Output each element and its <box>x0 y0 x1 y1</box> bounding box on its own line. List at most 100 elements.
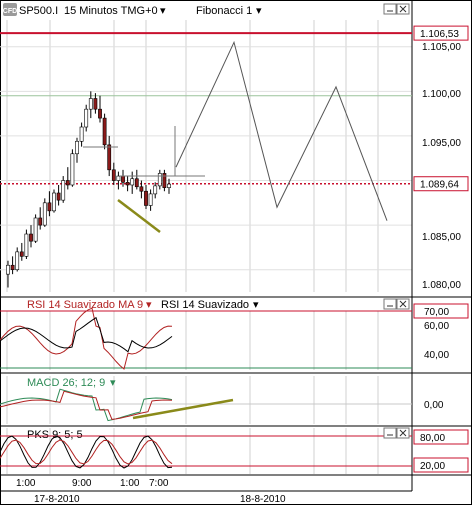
time-tick: 9:00 <box>72 478 92 489</box>
macd-title: MACD 26; 12; 9 <box>27 377 105 389</box>
svg-text:1.106,53: 1.106,53 <box>420 29 459 40</box>
time-tick: 7:00 <box>149 478 169 489</box>
divergence-line-price[interactable] <box>117 199 161 233</box>
candle-body <box>33 217 38 242</box>
candle-body <box>56 192 61 201</box>
rsi-title-2-dropdown-icon[interactable]: ▾ <box>253 299 259 311</box>
indicator-dropdown-icon[interactable]: ▾ <box>256 5 262 17</box>
candle-body <box>29 233 33 242</box>
time-axis: 1:00 9:00 1:00 7:00 17-8-2010 18-8-2010 <box>16 478 286 505</box>
candle-body <box>47 202 52 212</box>
candle-body <box>116 175 121 181</box>
candle-body <box>75 140 79 155</box>
indicator-menu[interactable]: Fibonacci 1 <box>196 5 252 17</box>
rsi-signal-line <box>0 316 173 353</box>
candle-body <box>61 180 66 201</box>
window-buttons-main[interactable] <box>383 3 410 15</box>
stoch-d-line <box>0 439 173 465</box>
candle-body <box>167 183 171 188</box>
macd-title-dropdown-icon[interactable]: ▾ <box>110 377 116 389</box>
timeframe-label[interactable]: 15 Minutos TMG+0 <box>64 5 158 17</box>
stoch-tick: 80,00 <box>420 433 445 444</box>
candle-body <box>10 264 15 271</box>
timeframe-dropdown-icon[interactable]: ▾ <box>160 5 166 17</box>
minimize-button[interactable] <box>383 298 397 310</box>
window-buttons-rsi[interactable] <box>383 298 410 310</box>
candle-body <box>93 98 98 110</box>
candle-body <box>19 251 24 257</box>
time-tick: 1:00 <box>120 478 140 489</box>
price-axis: 1.105,00 1.100,00 1.095,00 1.085,00 1.08… <box>422 42 461 291</box>
rsi-axis: 70,00 60,00 40,00 <box>413 303 469 361</box>
candle-body <box>157 173 162 187</box>
price-tick: 1.105,00 <box>422 42 461 53</box>
rsi-grid <box>6 311 379 370</box>
rsi-70-tag <box>413 303 469 319</box>
candle-body <box>139 186 144 192</box>
minimize-button[interactable] <box>383 3 397 15</box>
divergence-line-macd[interactable] <box>132 398 234 420</box>
rsi-main-line <box>0 307 173 370</box>
candle-body <box>24 233 29 257</box>
price-tick: 1.095,00 <box>422 138 461 149</box>
candle-body <box>15 251 20 271</box>
candle-body <box>134 178 139 188</box>
svg-text:1.089,64: 1.089,64 <box>420 180 459 191</box>
candle-body <box>42 202 47 226</box>
price-tick: 1.100,00 <box>422 89 461 100</box>
close-icon <box>399 5 407 13</box>
candle-body <box>38 217 43 226</box>
candle-body <box>121 175 125 183</box>
rsi-title-2: RSI 14 Suavizado <box>161 299 249 311</box>
candle-body <box>148 193 153 206</box>
symbol-label[interactable]: SP500.I <box>19 5 58 17</box>
candle-body <box>84 108 89 128</box>
stoch-80-tag <box>413 429 469 445</box>
logo-badge <box>3 3 17 16</box>
header-bar: CFD SP500.I 15 Minutos TMG+0 ▾ Fibonacci… <box>3 3 262 17</box>
minimize-button[interactable] <box>383 427 397 439</box>
price-tick: 1.080,00 <box>422 280 461 291</box>
candle-body <box>79 126 84 142</box>
rsi-tick: 60,00 <box>424 321 449 332</box>
candle-body <box>65 180 70 186</box>
candle-body <box>98 108 102 119</box>
candle-body <box>52 192 56 212</box>
candle-body <box>125 182 130 186</box>
candle-body <box>70 153 75 186</box>
rsi-tick: 70,00 <box>424 307 449 318</box>
rsi-tick: 40,00 <box>424 350 449 361</box>
candle-body <box>107 144 112 171</box>
stoch-k-line <box>0 435 173 469</box>
stoch-title: PKS 9; 5; 5 <box>27 429 83 441</box>
rsi-title-dropdown-icon[interactable]: ▾ <box>146 299 152 311</box>
resistance-tag: 1.106,53 <box>413 25 469 41</box>
logo-text: CFD <box>3 8 17 15</box>
window-buttons-stoch[interactable] <box>383 427 410 439</box>
candle-body <box>144 190 148 206</box>
macd-tick: 0,00 <box>424 400 444 411</box>
date-label: 17-8-2010 <box>34 494 80 505</box>
candles-group <box>6 91 171 288</box>
close-icon <box>399 429 407 437</box>
price-tick: 1.085,00 <box>422 232 461 243</box>
stoch-20-tag <box>413 457 469 473</box>
candle-body <box>130 178 135 186</box>
current-price-tag: 1.089,64 <box>413 176 469 192</box>
macd-main-line <box>0 388 173 422</box>
time-tick: 1:00 <box>16 478 36 489</box>
candle-body <box>111 169 116 181</box>
candle-body <box>162 173 167 188</box>
projection-path[interactable] <box>175 40 388 221</box>
candle-body <box>102 117 107 146</box>
candle-body <box>153 185 158 195</box>
date-label: 18-8-2010 <box>240 494 286 505</box>
macd-signal-line <box>0 390 173 420</box>
candle-body <box>6 264 10 275</box>
close-icon <box>399 300 407 308</box>
stoch-axis: 80,00 20,00 <box>413 429 469 473</box>
rsi-title: RSI 14 Suavizado MA 9 <box>27 299 143 311</box>
stoch-tick: 20,00 <box>420 461 445 472</box>
